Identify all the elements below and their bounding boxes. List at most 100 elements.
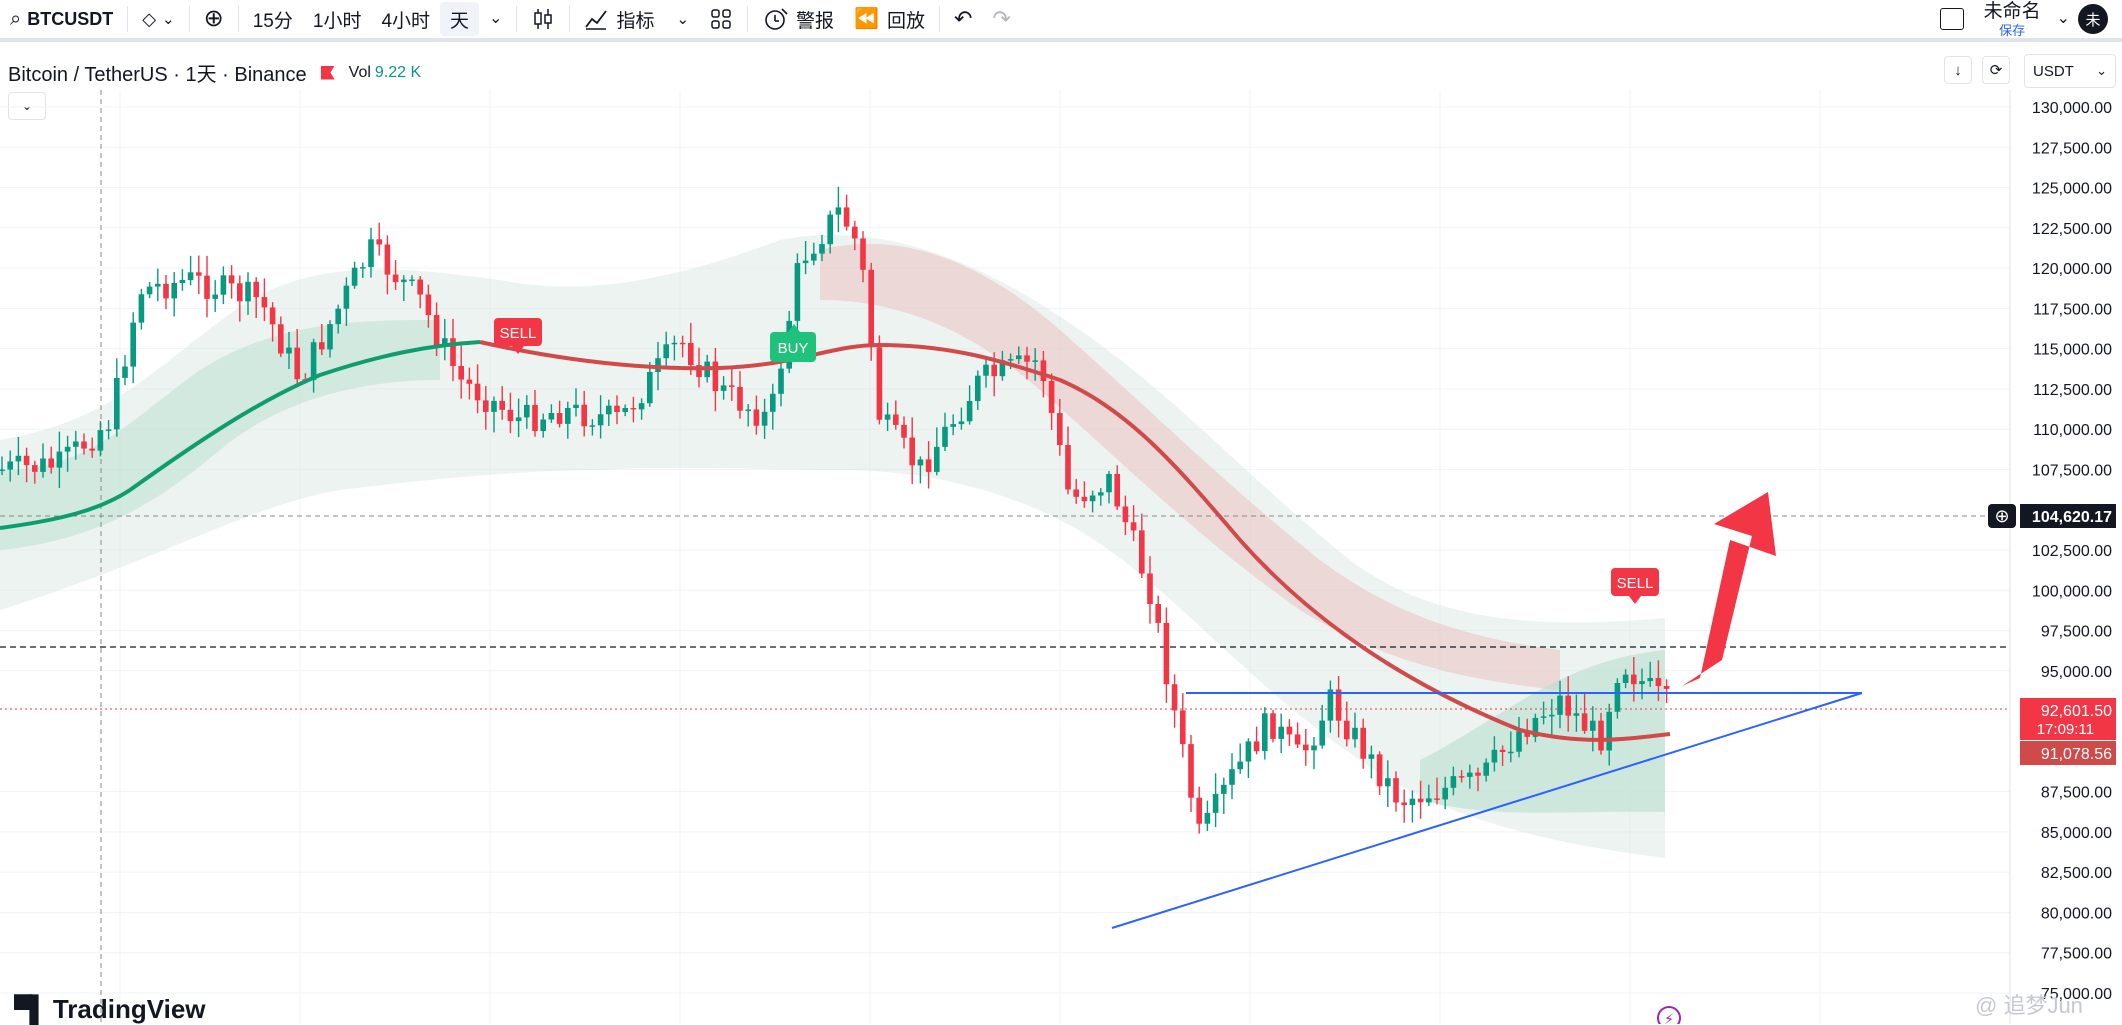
candle-body [23,455,30,466]
candle-body [548,413,555,420]
candle-body [392,274,399,283]
candle-body [1631,674,1637,685]
interval-1d[interactable]: 天 [440,2,480,36]
candle-body [1368,754,1375,759]
candle-body [105,429,112,431]
candle-body [1499,749,1506,752]
interval-1h[interactable]: 1小时 [312,10,362,32]
chart-type-button[interactable] [521,2,565,36]
price-tick-label: 102,500.00 [2032,543,2112,560]
price-tick-label: 85,000.00 [2041,825,2112,842]
ma-line-green [0,340,481,530]
buy-signal-1-label: BUY [778,340,809,357]
legend-collapse-button[interactable]: ⌄ [8,92,46,120]
candle-body [384,244,391,275]
candle-body [360,267,366,269]
candle-body [1081,496,1088,502]
price-axis[interactable]: 130,000.00 127,500.00 125,000.00 122,500.00… [2032,100,2112,1003]
candle-body [524,404,530,418]
candle-body [1426,798,1432,803]
price-tick-label: 100,000.00 [2032,583,2112,600]
interval-15m[interactable]: 15分 [252,10,293,32]
sell-signal-2[interactable]: SELL [1611,568,1659,604]
symbol-title[interactable]: Bitcoin / TetherUS · 1天 · Binance [8,64,307,86]
candle-body [1557,695,1563,715]
event-marker[interactable]: ⚡ [1657,1006,1681,1024]
candle-body [1647,678,1653,682]
candle-body [1319,720,1325,746]
replay-button[interactable]: ⏪ 回放 [844,2,935,36]
candle-body [737,386,743,411]
fullscreen-button[interactable]: ⟳ [1982,56,2010,84]
price-tick-label: 97,500.00 [2041,624,2112,641]
candle-body [630,408,637,410]
sell-signal-1[interactable]: SELL [494,318,542,354]
undo-button[interactable]: ↶ [944,2,982,36]
price-tick-label: 117,500.00 [2033,301,2112,318]
layout-name[interactable]: 未命名 保存 [1984,2,2041,37]
candle-body [368,239,374,268]
candle-body [901,424,907,438]
redo-button[interactable]: ↷ [982,2,1020,36]
candle-body [909,437,915,466]
layout-select-button[interactable] [1930,2,1974,36]
trendline-lower[interactable] [1111,692,1863,929]
candle-body [1262,713,1268,752]
price-tick-label: 130,000.00 [2032,100,2112,117]
candle-body [433,315,440,346]
chevron-down-icon: ⌄ [2096,63,2107,78]
candle-body [1278,726,1284,739]
candle-body [1237,761,1243,770]
candle-body [1089,495,1096,502]
candle-body [425,294,432,315]
candle-body [1532,717,1539,737]
interval-4h[interactable]: 4小时 [381,10,431,32]
candle-body [1639,681,1645,685]
top-toolbar: ⌕ BTCUSDT ◇ ⌄ ⊕ 15分 1小时 4小时 天 ⌄ 指标 ⌄ 警报 … [0,0,2122,42]
candle-body [335,308,341,325]
chevron-down-icon[interactable]: ⌄ [2056,10,2070,27]
band-outer [0,234,1665,858]
candle-body [163,283,169,299]
candle-body [671,342,678,345]
interval-dropdown[interactable]: ⌄ [479,2,512,36]
buy-signal-1[interactable]: BUY [770,324,816,362]
candle-body [1524,731,1530,737]
price-tick-label: 115,000.00 [2033,342,2112,359]
candle-body [655,358,661,372]
indicators-label: 指标 [616,10,655,32]
candle-body [1458,776,1465,778]
tradingview-logo[interactable]: ▀▌ TradingView [14,994,206,1025]
layout-square-icon [1939,8,1964,30]
symbol-type-button[interactable]: ◇ ⌄ [132,2,184,36]
sell-signal-2-label: SELL [1617,575,1654,592]
candle-body [1385,778,1391,787]
projection-arrow[interactable] [1682,492,1776,686]
flag-icon[interactable] [320,65,335,80]
candle-body [934,446,940,472]
compare-symbol-button[interactable]: ⊕ [194,2,234,36]
templates-button[interactable] [699,2,743,36]
band-green-right [1420,650,1665,813]
symbol-search[interactable]: ⌕ BTCUSDT [0,2,123,36]
candle-body [1024,355,1030,362]
currency-select[interactable]: USDT ⌄ [2024,54,2116,88]
indicators-button[interactable]: 指标 ⌄ [574,2,699,36]
candle-body [1040,360,1047,381]
candle-body [852,226,858,239]
plus-icon[interactable]: ⊕ [1994,506,2009,526]
candle-body [819,244,825,254]
alert-button[interactable]: 警报 [752,2,844,36]
price-tick-label: 95,000.00 [2041,664,2112,681]
download-button[interactable]: ↓ [1944,56,1972,84]
candle-body [614,405,620,412]
candle-body [827,214,833,245]
avatar[interactable]: 未 [2078,4,2108,34]
divider [569,6,571,32]
candle-body [73,441,79,447]
candle-body [196,272,202,276]
candle-body [679,342,686,345]
band-green-inner [0,320,440,550]
candle-body [811,253,817,261]
